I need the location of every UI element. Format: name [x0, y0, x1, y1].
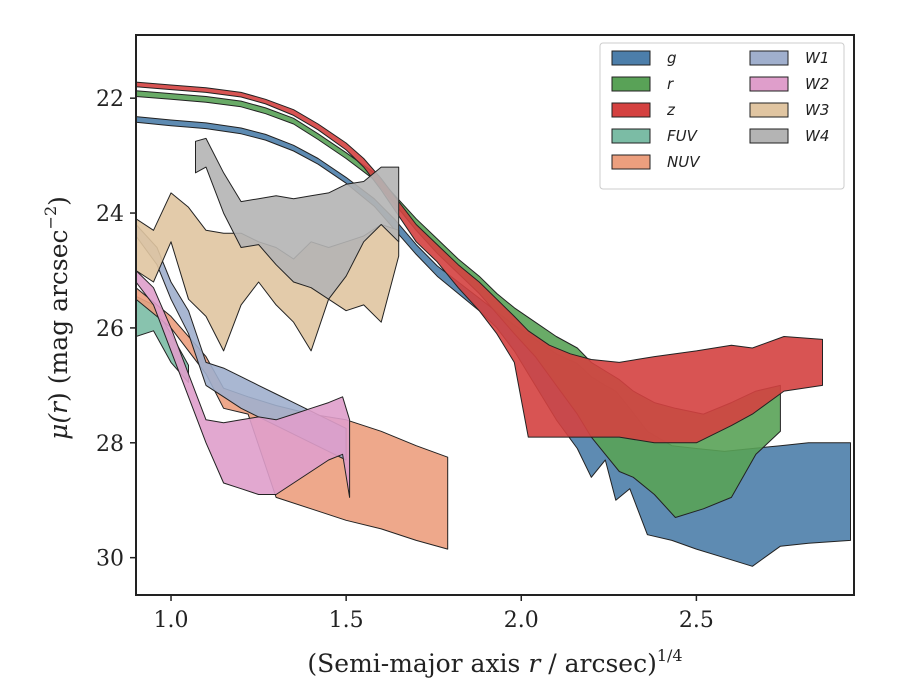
x-tick-label: 1.5	[329, 608, 364, 633]
x-axis-ticks: 1.0 1.5 2.0 2.5	[154, 595, 714, 633]
x-tick-label: 2.0	[504, 608, 539, 633]
y-axis-ticks: 22 24 26 28 30	[96, 87, 136, 572]
legend-swatch-w2	[749, 76, 789, 92]
plot-frame	[135, 34, 855, 596]
legend: grz FUV NUV W1 W2 W3 W4	[599, 42, 845, 190]
legend-swatch-w4	[749, 128, 789, 144]
legend-swatch-r	[611, 76, 651, 92]
band-layer	[136, 81, 851, 567]
band-w3	[136, 192, 400, 352]
legend-swatch-nuv	[611, 154, 651, 170]
y-tick-label: 22	[96, 87, 124, 112]
band-w4	[195, 137, 400, 300]
y-tick-label: 26	[96, 317, 124, 342]
legend-label-w4: W4	[805, 127, 829, 145]
y-tick-label: 30	[96, 547, 124, 572]
legend-label-nuv: NUV	[667, 153, 701, 171]
x-tick-label: 1.0	[154, 608, 189, 633]
legend-swatch-w1	[749, 50, 789, 66]
legend-label-r: r	[667, 75, 674, 93]
legend-swatch-z	[611, 102, 651, 118]
y-axis-label: μ(r) (mag arcsec−2)	[41, 196, 73, 440]
legend-label-z: z	[666, 101, 676, 119]
legend-label-fuv: FUV	[667, 127, 699, 145]
legend-swatch-g	[611, 50, 651, 66]
band-w2	[136, 270, 351, 498]
legend-swatch-fuv	[611, 128, 651, 144]
legend-label-w2: W2	[805, 75, 829, 93]
legend-label-g: g	[667, 49, 677, 67]
x-axis-label: (Semi-major axis r / arcsec)1/4	[307, 646, 682, 678]
y-tick-label: 28	[96, 432, 124, 457]
y-tick-label: 24	[96, 202, 124, 227]
legend-swatch-w3	[749, 102, 789, 118]
legend-label-w3: W3	[805, 101, 829, 119]
legend-label-w1: W1	[805, 49, 829, 67]
x-tick-label: 2.5	[679, 608, 714, 633]
